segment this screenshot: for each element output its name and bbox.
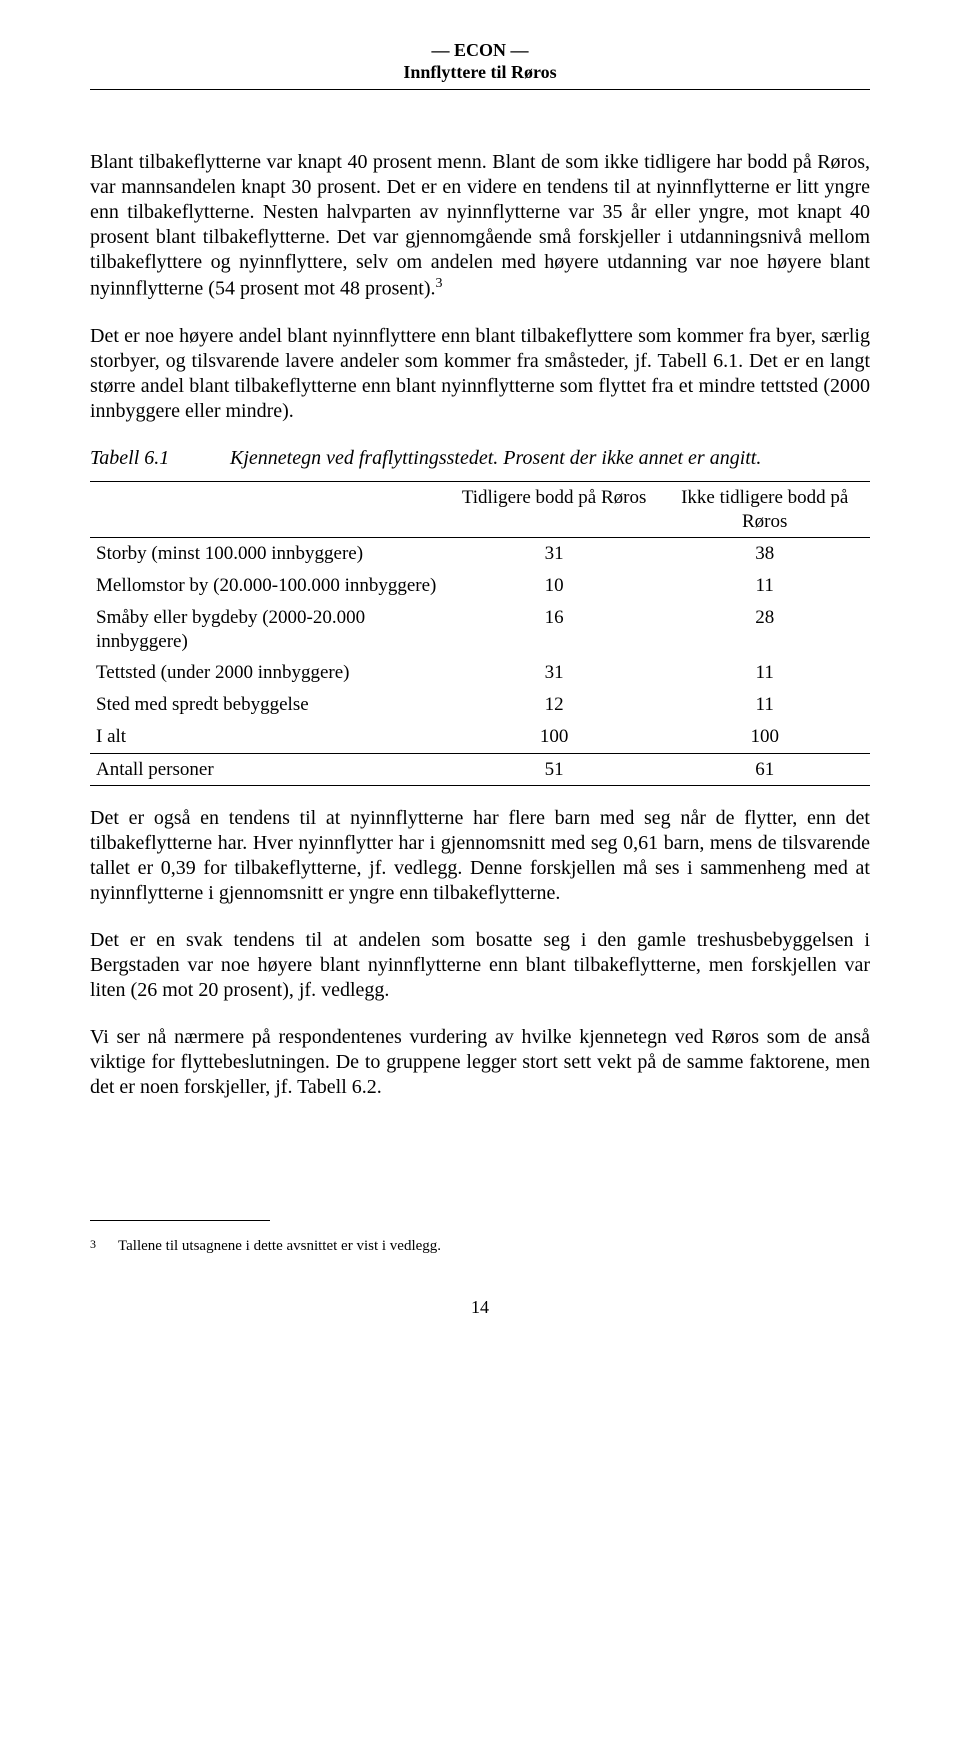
table-cell-label: Sted med spredt bebyggelse [90,689,449,721]
paragraph-4: Det er en svak tendens til at andelen so… [90,928,870,1003]
table-caption-desc: Kjennetegn ved fraflyttingsstedet. Prose… [230,446,870,471]
table-header-col2: Ikke tidligere bodd på Røros [659,481,870,538]
paragraph-2: Det er noe høyere andel blant nyinnflytt… [90,324,870,424]
header-line-1: — ECON — [90,40,870,62]
header-rule [90,89,870,90]
table-cell: 11 [659,570,870,602]
table-cell: 11 [659,657,870,689]
paragraph-3: Det er også en tendens til at nyinnflytt… [90,806,870,906]
table-caption-label: Tabell 6.1 [90,446,230,471]
table-cell: 11 [659,689,870,721]
table-6-1: Tidligere bodd på Røros Ikke tidligere b… [90,481,870,787]
footnote-text: Tallene til utsagnene i dette avsnittet … [118,1237,441,1256]
table-cell: 100 [659,721,870,753]
paragraph-1: Blant tilbakeflytterne var knapt 40 pros… [90,150,870,302]
table-cell: 31 [449,538,660,570]
table-row: Småby eller bygdeby (2000-20.000 innbygg… [90,602,870,658]
table-cell-label: Antall personer [90,753,449,786]
table-cell: 16 [449,602,660,658]
table-cell: 100 [449,721,660,753]
table-caption: Tabell 6.1 Kjennetegn ved fraflyttingsst… [90,446,870,471]
footnote-rule [90,1220,270,1221]
table-header-row: Tidligere bodd på Røros Ikke tidligere b… [90,481,870,538]
page-header: — ECON — Innflyttere til Røros [90,40,870,83]
table-cell-label: Småby eller bygdeby (2000-20.000 innbygg… [90,602,449,658]
table-row: Mellomstor by (20.000-100.000 innbyggere… [90,570,870,602]
table-row: Antall personer 51 61 [90,753,870,786]
paragraph-1-text: Blant tilbakeflytterne var knapt 40 pros… [90,151,870,300]
table-cell: 51 [449,753,660,786]
table-cell: 28 [659,602,870,658]
table-row: Tettsted (under 2000 innbyggere) 31 11 [90,657,870,689]
table-header-col1: Tidligere bodd på Røros [449,481,660,538]
table-cell: 38 [659,538,870,570]
page-number: 14 [90,1296,870,1319]
footnote-number: 3 [90,1237,118,1256]
table-cell: 31 [449,657,660,689]
table-cell-label: Storby (minst 100.000 innbyggere) [90,538,449,570]
table-cell-label: Tettsted (under 2000 innbyggere) [90,657,449,689]
table-row: Sted med spredt bebyggelse 12 11 [90,689,870,721]
table-cell-label: Mellomstor by (20.000-100.000 innbyggere… [90,570,449,602]
table-cell: 61 [659,753,870,786]
paragraph-5: Vi ser nå nærmere på respondentenes vurd… [90,1025,870,1100]
table-row: Storby (minst 100.000 innbyggere) 31 38 [90,538,870,570]
footnote-3: 3 Tallene til utsagnene i dette avsnitte… [90,1237,870,1256]
table-cell-label: I alt [90,721,449,753]
header-line-2: Innflyttere til Røros [90,62,870,84]
footnote-ref-3: 3 [436,276,443,291]
table-cell: 12 [449,689,660,721]
table-header-empty [90,481,449,538]
table-row: I alt 100 100 [90,721,870,753]
table-cell: 10 [449,570,660,602]
